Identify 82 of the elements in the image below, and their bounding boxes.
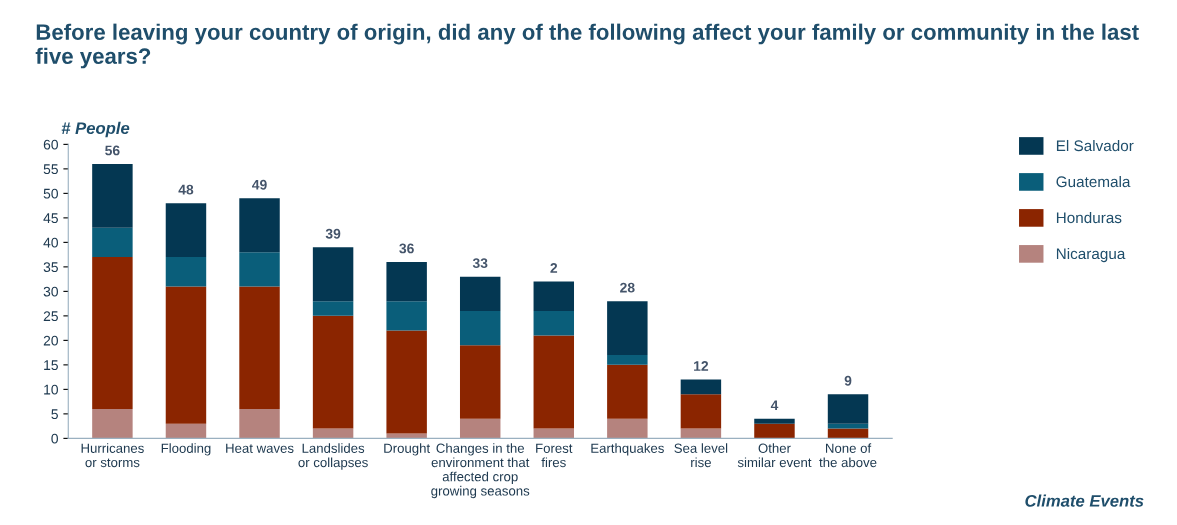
bar	[680, 379, 722, 395]
x-tick-label: Earthquakes	[591, 443, 664, 456]
bar	[827, 394, 869, 424]
bar	[92, 408, 133, 439]
bar	[165, 257, 207, 287]
bar	[533, 335, 575, 429]
annotation: 28	[620, 282, 635, 293]
bar	[680, 428, 722, 439]
y-tick-label: 55	[43, 164, 58, 175]
x-tick-label: Changes in the environment that affected crop growing seasons	[431, 443, 530, 499]
y-tick-label: 15	[44, 360, 58, 371]
legend-label: Nicaragua	[1056, 247, 1126, 263]
bar	[386, 301, 427, 331]
bar	[754, 418, 795, 424]
y-tick-label: 25	[43, 311, 58, 322]
bar	[92, 227, 133, 258]
bar	[827, 423, 869, 429]
x-tick-label: Flooding	[161, 443, 211, 456]
bar	[312, 247, 354, 302]
y-tick-label: 60	[43, 139, 58, 150]
bar	[239, 252, 280, 287]
bar	[459, 310, 501, 346]
x-tick-label: Hurricanes or storms	[81, 443, 144, 468]
bar	[607, 301, 648, 356]
x-tick-label: Landslides or collapses	[298, 443, 368, 470]
annotation: 39	[325, 228, 341, 239]
x-tick-label: Drought	[384, 443, 431, 456]
bar	[165, 423, 207, 439]
x-tick-label: Heat waves	[226, 443, 294, 453]
y-tick-label: 10	[44, 384, 58, 395]
bar	[312, 301, 354, 316]
bar	[533, 281, 575, 311]
bar	[459, 345, 501, 419]
bar	[165, 286, 207, 424]
annotation: 36	[399, 243, 414, 254]
annotation: 56	[105, 145, 120, 156]
bar	[607, 364, 648, 419]
y-tick-label: 20	[43, 335, 58, 346]
y-tick-label: 0	[51, 433, 58, 444]
annotation: 48	[178, 184, 194, 195]
annotation: 12	[694, 361, 709, 371]
bar	[239, 286, 280, 409]
bar	[827, 428, 869, 439]
y-tick-label: 50	[43, 188, 58, 199]
y-tick-label: 35	[43, 262, 58, 273]
bar	[607, 418, 648, 439]
legend-label: El Salvador	[1056, 139, 1134, 152]
bar	[92, 257, 133, 409]
bar	[386, 261, 427, 302]
legend-label: Honduras	[1056, 211, 1122, 224]
annotation: 4	[770, 400, 779, 411]
x-tick-label: Sea level rise	[674, 443, 728, 468]
bar	[165, 203, 207, 258]
bar	[680, 394, 722, 429]
bar	[754, 423, 795, 439]
bar	[92, 163, 133, 228]
bar	[239, 408, 280, 439]
x-tick-label: None of the above	[819, 443, 877, 468]
x-tick-label: Other similar event	[737, 443, 812, 468]
chart-title: Before leaving your country of origin, did any of the following affect your family or community in the last five years?	[35, 23, 1139, 69]
bar	[459, 418, 501, 439]
annotation: 49	[252, 179, 267, 190]
bar	[239, 198, 280, 253]
bar	[607, 355, 648, 365]
bar	[533, 310, 575, 336]
x-tick-label: Forest fires	[536, 443, 573, 468]
y-axis-title: # People	[61, 121, 130, 138]
bar	[312, 428, 354, 439]
bar	[459, 276, 501, 311]
annotation: 2	[550, 263, 558, 273]
text: Climate Events	[1025, 494, 1144, 507]
annotation: 33	[472, 258, 488, 269]
legend-label: Guatemala	[1056, 175, 1131, 188]
y-tick-label: 5	[51, 409, 58, 420]
bar	[386, 330, 427, 434]
bar	[533, 428, 575, 439]
bar	[386, 433, 427, 439]
annotation: 9	[844, 375, 852, 386]
y-tick-label: 40	[43, 237, 58, 248]
bar	[312, 315, 354, 429]
y-tick-label: 45	[43, 213, 58, 224]
y-tick-label: 30	[43, 286, 58, 297]
